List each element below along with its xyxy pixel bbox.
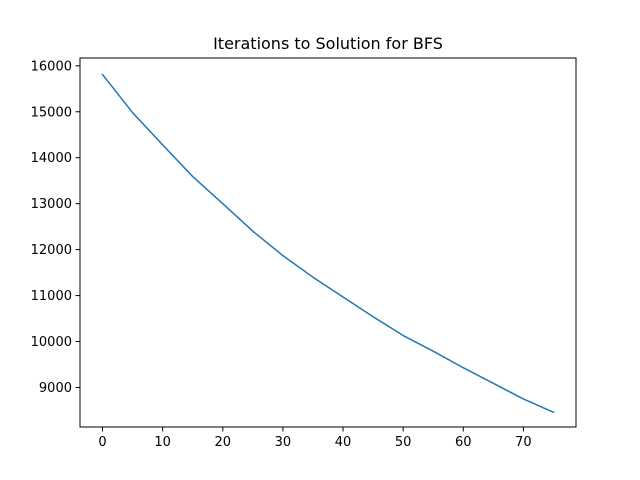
x-tick-label: 30 <box>275 435 292 450</box>
x-tick-label: 20 <box>215 435 232 450</box>
y-tick-label: 12000 <box>31 243 72 258</box>
series-line <box>101 73 555 414</box>
y-tick-label: 16000 <box>31 59 72 74</box>
y-tick-label: 15000 <box>31 105 72 120</box>
x-tick-label: 50 <box>395 435 412 450</box>
x-tick-label: 0 <box>98 435 106 450</box>
y-tick-label: 9000 <box>39 381 72 396</box>
y-tick-label: 11000 <box>31 289 72 304</box>
x-tick-label: 40 <box>335 435 352 450</box>
y-tick-label: 13000 <box>31 197 72 212</box>
x-tick-label: 70 <box>515 435 532 450</box>
chart-title: Iterations to Solution for BFS <box>213 34 443 53</box>
x-tick-label: 60 <box>455 435 472 450</box>
y-tick-label: 14000 <box>31 151 72 166</box>
ticks-layer: 0 10 20 30 40 50 60 70 9000 10000 11000 12000 13000 1… <box>31 59 532 450</box>
series-layer <box>101 73 555 414</box>
plot-area-frame <box>79 57 577 428</box>
x-tick-label: 10 <box>154 435 171 450</box>
y-tick-label: 10000 <box>31 335 72 350</box>
